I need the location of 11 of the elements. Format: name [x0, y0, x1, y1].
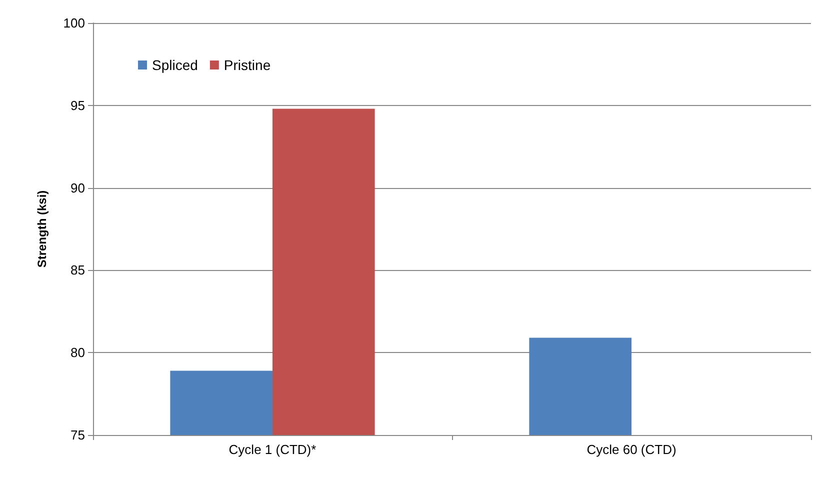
legend-label: Spliced [152, 57, 198, 73]
y-axis-title: Strength (ksi) [35, 190, 49, 268]
y-tick-label: 90 [70, 180, 85, 196]
x-tick-label: Cycle 1 (CTD)* [228, 442, 316, 457]
y-tick-label: 75 [70, 428, 85, 442]
y-tick-label: 85 [70, 262, 85, 278]
legend-label: Pristine [224, 57, 271, 73]
y-tick-label: 95 [70, 98, 85, 113]
y-tick-label: 100 [63, 16, 85, 30]
y-tick-label: 80 [70, 345, 85, 360]
x-tick-label: Cycle 60 (CTD) [586, 442, 676, 457]
